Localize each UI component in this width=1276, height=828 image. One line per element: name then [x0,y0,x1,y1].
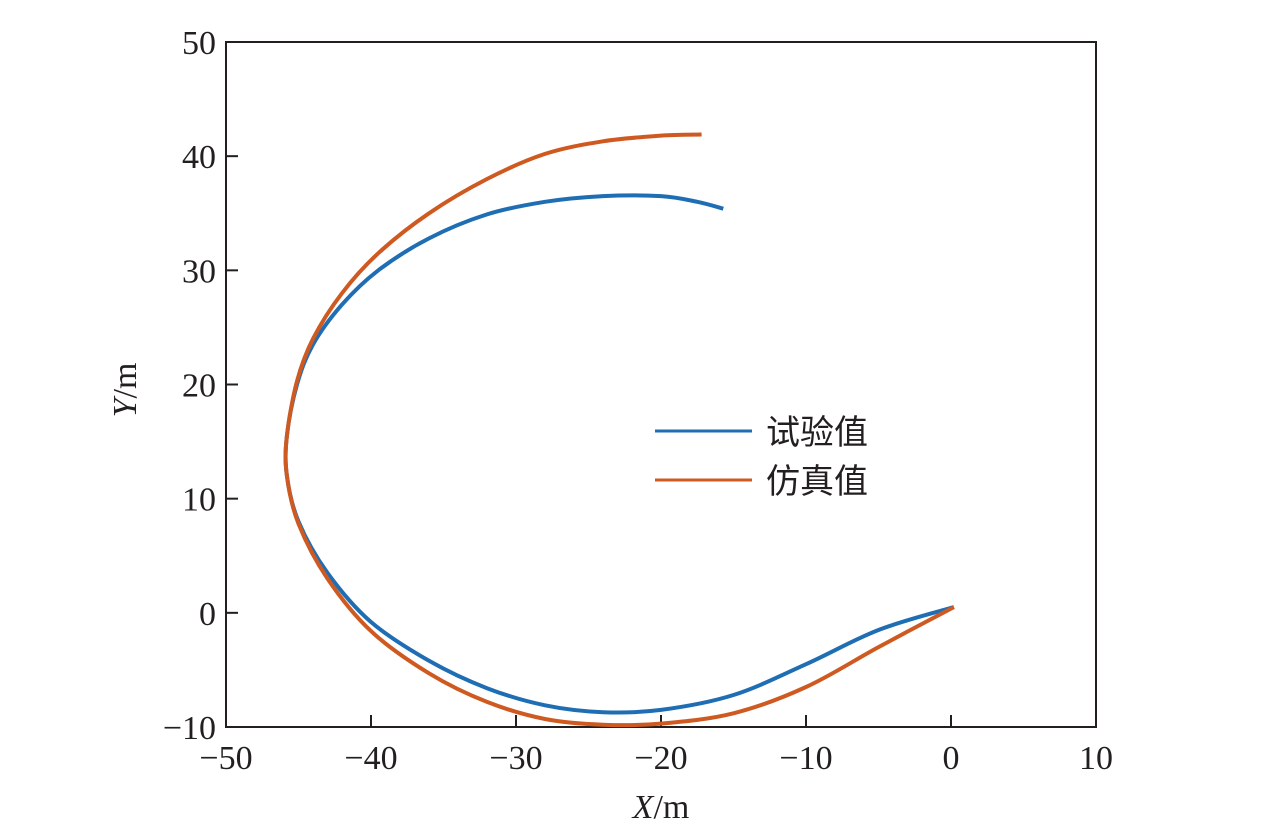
series-line-simulation [283,132,955,728]
y-axis-label: Y/m [107,363,144,418]
y-tick-label: 50 [182,25,216,62]
x-tick-label: −10 [779,740,832,777]
x-axis-label: X/m [631,789,690,826]
plot-frame [225,41,1097,728]
x-axis-label-var: X [631,789,655,826]
x-tick-label: 0 [943,740,960,777]
x-tick-label: 10 [1079,740,1113,777]
y-tick-label: 30 [182,253,216,290]
y-axis-label-var: Y [107,395,144,417]
y-axis-ticks: −10 0 10 20 30 40 50 [163,25,238,747]
x-tick-label: −30 [489,740,542,777]
x-axis-label-unit: /m [653,789,689,826]
series-layer [283,132,955,728]
legend-label-simulation: 仿真值 [766,462,868,502]
y-tick-label: 40 [182,139,216,176]
y-axis-label-unit: /m [107,363,144,399]
y-tick-label: 20 [182,368,216,405]
y-tick-label: 0 [199,596,216,633]
x-tick-label: −20 [634,740,687,777]
legend-label-experimental: 试验值 [766,413,868,453]
series-line-experimental [283,193,955,715]
y-tick-label: −10 [163,710,216,747]
x-tick-label: −40 [344,740,397,777]
x-axis-ticks: −50 −40 −30 −20 −10 0 10 [199,715,1113,777]
y-tick-label: 10 [182,482,216,519]
x-tick-label: −50 [199,740,252,777]
legend: 试验值 仿真值 [655,413,868,502]
